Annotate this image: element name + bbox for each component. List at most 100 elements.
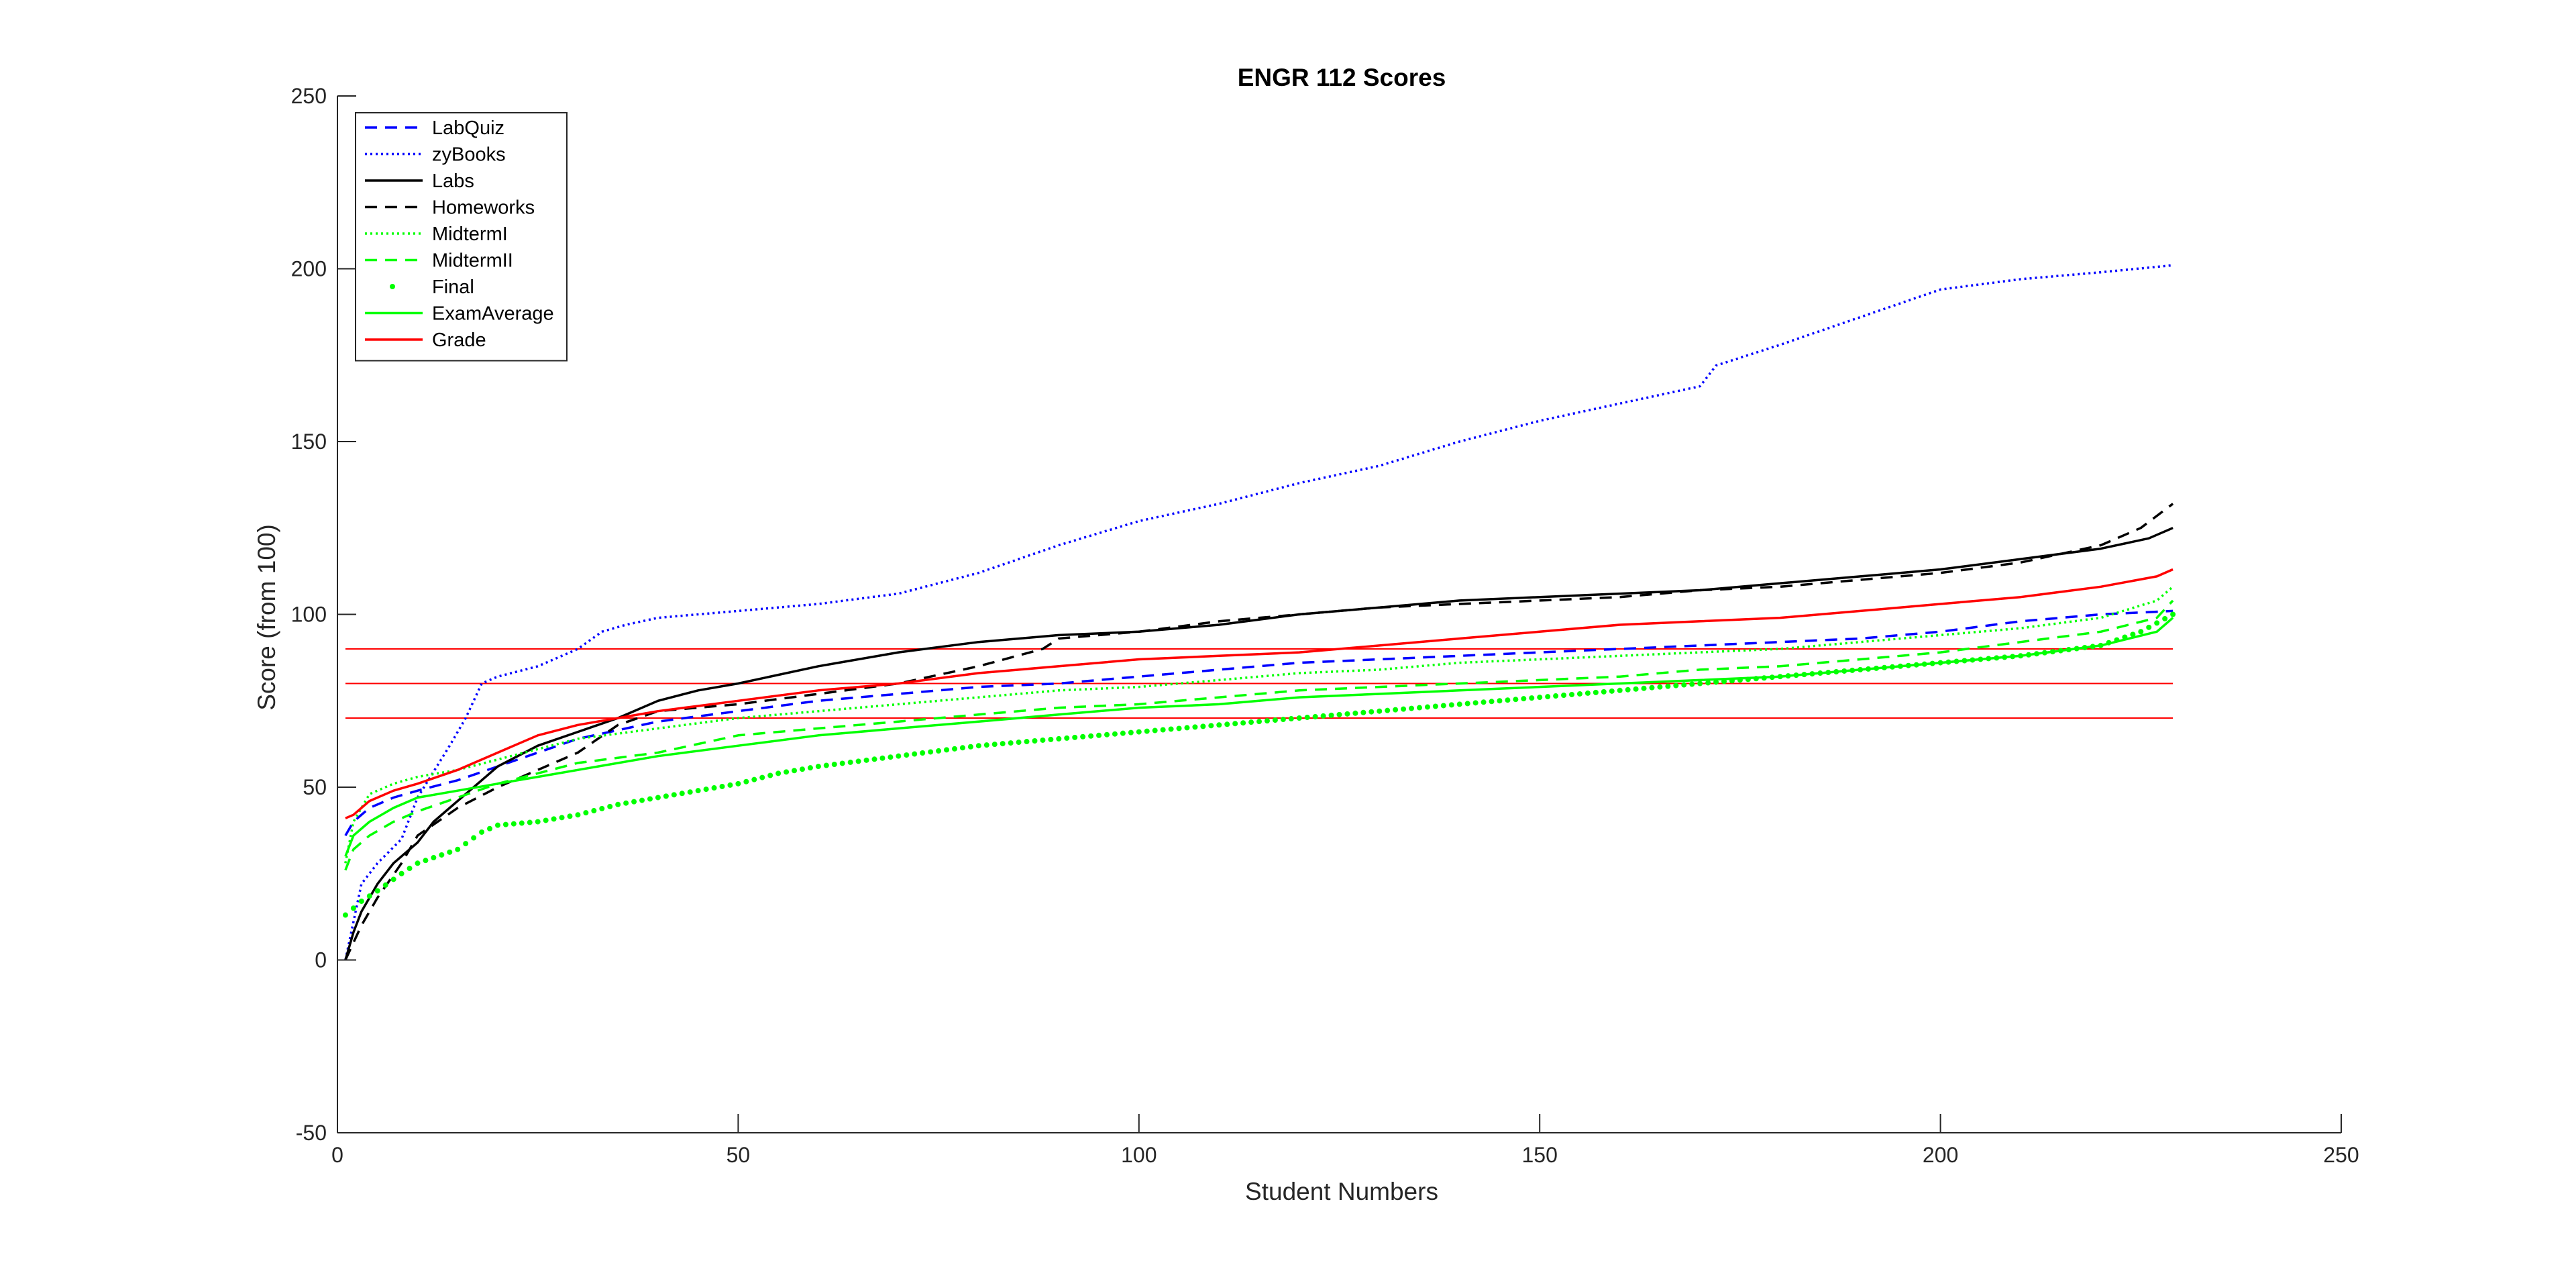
point-final (1377, 708, 1383, 714)
point-final (559, 815, 565, 821)
point-final (494, 822, 500, 828)
point-final (679, 791, 685, 797)
point-final (871, 756, 877, 762)
point-final (1617, 687, 1623, 693)
legend-marker-final (390, 284, 395, 289)
point-final (1016, 740, 1022, 746)
point-final (1224, 721, 1230, 727)
legend-item-midtermii: MidtermII (365, 250, 513, 272)
point-final (1208, 723, 1214, 729)
x-tick-label: 200 (1923, 1143, 1958, 1167)
point-final (583, 810, 589, 816)
chart-title: ENGR 112 Scores (1238, 64, 1446, 91)
point-final (1248, 719, 1254, 725)
point-final (1481, 699, 1487, 705)
point-final (879, 755, 885, 761)
point-final (847, 759, 853, 765)
point-final (1537, 695, 1543, 701)
point-final (1505, 697, 1511, 703)
point-final (1216, 722, 1222, 728)
point-final (1264, 718, 1270, 724)
point-final (1352, 710, 1358, 716)
point-final (888, 754, 894, 760)
point-final (607, 803, 613, 809)
point-final (775, 770, 782, 776)
point-final (431, 855, 437, 861)
point-final (1561, 693, 1567, 699)
series-examaverage (344, 617, 2174, 857)
point-final (1112, 731, 1118, 737)
point-final (967, 744, 973, 750)
point-final (751, 776, 757, 782)
point-final (944, 747, 950, 753)
point-final (792, 768, 798, 774)
point-final (1553, 693, 1559, 699)
point-final (1288, 716, 1294, 722)
point-final (398, 870, 405, 876)
x-tick-label: 100 (1121, 1143, 1157, 1167)
point-final (1625, 687, 1631, 693)
point-final (1336, 711, 1342, 717)
point-final (1328, 712, 1334, 718)
y-tick-label: 150 (291, 429, 327, 454)
point-final (1472, 700, 1479, 706)
point-final (415, 860, 421, 866)
x-axis-label: Student Numbers (1245, 1178, 1438, 1205)
point-final (719, 783, 725, 789)
x-tick-label: 150 (1522, 1143, 1558, 1167)
legend-item-labs: Labs (365, 170, 474, 192)
point-final (639, 797, 645, 803)
point-final (551, 816, 557, 822)
series-zybooks (344, 264, 2174, 960)
point-final (831, 762, 837, 768)
point-final (735, 780, 741, 787)
point-final (1673, 682, 1679, 689)
point-final (663, 793, 669, 799)
x-tick-label: 0 (331, 1143, 343, 1167)
legend-item-final: Final (390, 276, 474, 298)
point-final (511, 821, 517, 827)
point-final (1440, 703, 1446, 709)
point-final (815, 764, 821, 770)
y-tick-label: 50 (303, 775, 327, 799)
point-final (1032, 738, 1038, 744)
point-final (711, 785, 717, 791)
point-final (1240, 720, 1246, 726)
point-final (687, 789, 693, 795)
point-final (1320, 713, 1326, 719)
point-final (1160, 727, 1166, 733)
series-labquiz (344, 609, 2174, 836)
point-final (342, 912, 348, 918)
point-final (439, 852, 445, 858)
point-final (423, 858, 429, 864)
legend-item-labquiz: LabQuiz (365, 117, 504, 139)
point-final (479, 829, 485, 835)
series-labs (344, 527, 2174, 960)
point-final (912, 751, 918, 757)
point-final (1705, 680, 1711, 686)
point-final (1456, 701, 1462, 707)
point-final (535, 819, 541, 825)
point-final (896, 753, 902, 759)
point-final (1633, 686, 1639, 692)
point-final (1192, 724, 1198, 730)
x-tick-label: 50 (727, 1143, 751, 1167)
point-final (695, 788, 701, 794)
point-final (951, 746, 957, 752)
series-final (342, 611, 2176, 918)
legend-item-midtermi: MidtermI (365, 223, 508, 245)
point-final (799, 766, 805, 772)
point-final (759, 774, 765, 780)
point-final (1641, 685, 1647, 691)
series-midtermi (344, 585, 2174, 864)
point-final (671, 792, 677, 798)
point-final (1344, 711, 1350, 717)
legend-item-homeworks: Homeworks (365, 197, 535, 219)
legend-box (355, 112, 568, 362)
point-final (1360, 709, 1366, 715)
legend: LabQuiz zyBooks Labs Homeworks MidtermI Midte… (355, 112, 568, 362)
y-axis-label: Score (from 100) (253, 524, 280, 711)
point-final (920, 750, 926, 756)
